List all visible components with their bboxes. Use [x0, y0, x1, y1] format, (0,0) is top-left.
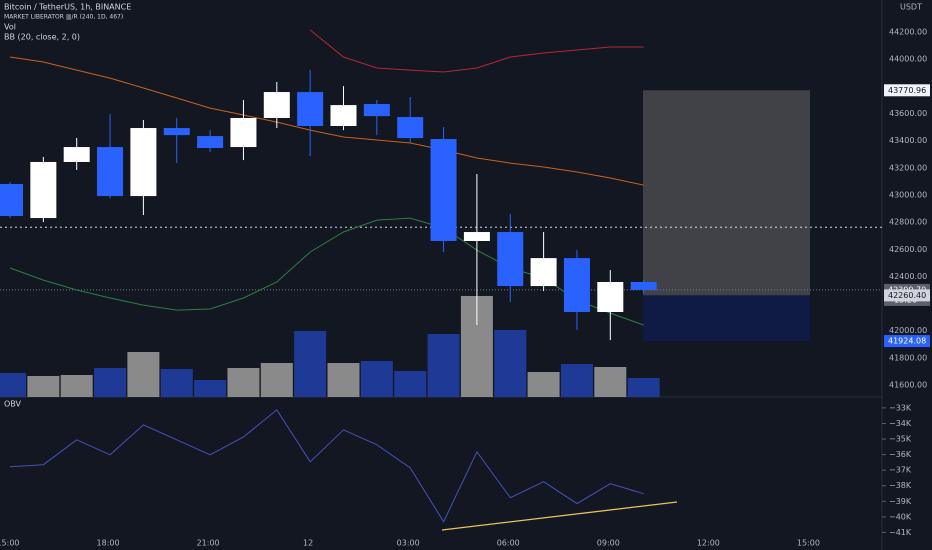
candle-body — [297, 92, 324, 126]
candle-body — [63, 147, 90, 162]
volume-bar — [627, 378, 660, 397]
x-tick-label: 06:00 — [497, 539, 520, 548]
symbol-title: Bitcoin / TetherUS, 1h, BINANCE — [4, 3, 131, 12]
volume-bar — [260, 363, 293, 397]
target-label-box — [884, 84, 930, 97]
y-tick-label: −41K — [889, 528, 912, 537]
indicator-legend: Vol — [4, 23, 16, 32]
obv-line — [9, 409, 644, 523]
candle-body — [197, 136, 224, 148]
y-tick-label: 43400.00 — [889, 136, 927, 145]
candle-body — [530, 258, 557, 287]
y-tick-label: −39K — [889, 497, 912, 506]
indicator-legend: MARKET LIBERATOR ▥/R (240, 1D, 467) — [4, 14, 123, 21]
volume-bar — [560, 364, 593, 397]
y-tick-label: −40K — [889, 512, 912, 521]
y-tick-label: −37K — [889, 466, 912, 475]
y-tick-label: 43200.00 — [889, 163, 927, 172]
x-tick-label: 15:00 — [0, 539, 20, 548]
indicator-legend: BB (20, close, 2, 0) — [4, 33, 80, 42]
candle-body — [97, 147, 124, 197]
x-tick-label: 21:00 — [197, 539, 220, 548]
y-tick-label: 42800.00 — [889, 218, 927, 227]
volume-bar — [0, 373, 26, 397]
candle-body — [397, 117, 424, 139]
target-label: 43770.96 — [888, 86, 926, 95]
bb-middle — [9, 56, 644, 186]
x-tick-label: 18:00 — [97, 539, 120, 548]
candle-body — [430, 139, 457, 241]
candle-body — [263, 92, 290, 118]
y-tick-label: 43600.00 — [889, 109, 927, 118]
y-tick-label: 44200.00 — [889, 28, 927, 37]
volume-bar — [360, 361, 393, 397]
entry-label: 42260.40 — [888, 291, 926, 300]
target-zone — [643, 90, 810, 296]
volume-bar — [194, 380, 227, 397]
y-tick-label: 41800.00 — [889, 353, 927, 362]
volume-bar — [60, 375, 93, 397]
x-tick-label: 09:00 — [597, 539, 620, 548]
volume-bar — [327, 363, 360, 397]
candle-body — [497, 232, 524, 287]
y-tick-label: −33K — [889, 403, 912, 412]
volume-bar — [227, 368, 260, 397]
candle-body — [597, 282, 624, 313]
y-tick-label: 43000.00 — [889, 190, 927, 199]
volume-bar — [94, 368, 127, 397]
stop-label: 41924.08 — [888, 337, 926, 346]
volume-bar — [427, 334, 460, 397]
volume-bar — [527, 372, 560, 397]
y-tick-label: −38K — [889, 481, 912, 490]
y-tick-label: 41600.00 — [889, 381, 927, 390]
y-tick-label: 42400.00 — [889, 272, 927, 281]
volume-bar — [494, 330, 527, 397]
candle-body — [230, 117, 257, 148]
stop-label-box — [884, 335, 930, 348]
volume-bar — [27, 376, 60, 397]
x-tick-label: 15:00 — [797, 539, 820, 548]
obv-legend: OBV — [4, 400, 22, 409]
y-tick-label: −36K — [889, 450, 912, 459]
volume-bar — [160, 369, 193, 397]
currency-label: USDT — [900, 3, 922, 12]
x-tick-label: 12 — [303, 539, 313, 548]
trend-line — [441, 501, 678, 531]
candle-body — [30, 161, 57, 219]
volume-bar — [394, 371, 427, 397]
candle-body — [130, 128, 157, 197]
candle-body — [630, 282, 657, 290]
x-tick-label: 12:00 — [697, 539, 720, 548]
y-tick-label: 42000.00 — [889, 326, 927, 335]
y-tick-label: −34K — [889, 419, 912, 428]
candle-body — [0, 183, 23, 217]
entry-label-box — [884, 289, 930, 302]
candle-body — [363, 104, 390, 117]
y-tick-label: 42600.00 — [889, 245, 927, 254]
candle-body — [163, 128, 190, 136]
volume-bar — [127, 352, 160, 397]
y-tick-label: 44000.00 — [889, 55, 927, 64]
volume-bar — [294, 331, 327, 397]
volume-bar — [594, 367, 627, 397]
candle-body — [330, 105, 357, 126]
candle-body — [563, 258, 590, 313]
y-tick-label: −35K — [889, 435, 912, 444]
stop-zone — [643, 295, 810, 342]
candle-body — [463, 232, 490, 241]
bb-upper — [309, 29, 644, 73]
x-tick-label: 03:00 — [397, 539, 420, 548]
